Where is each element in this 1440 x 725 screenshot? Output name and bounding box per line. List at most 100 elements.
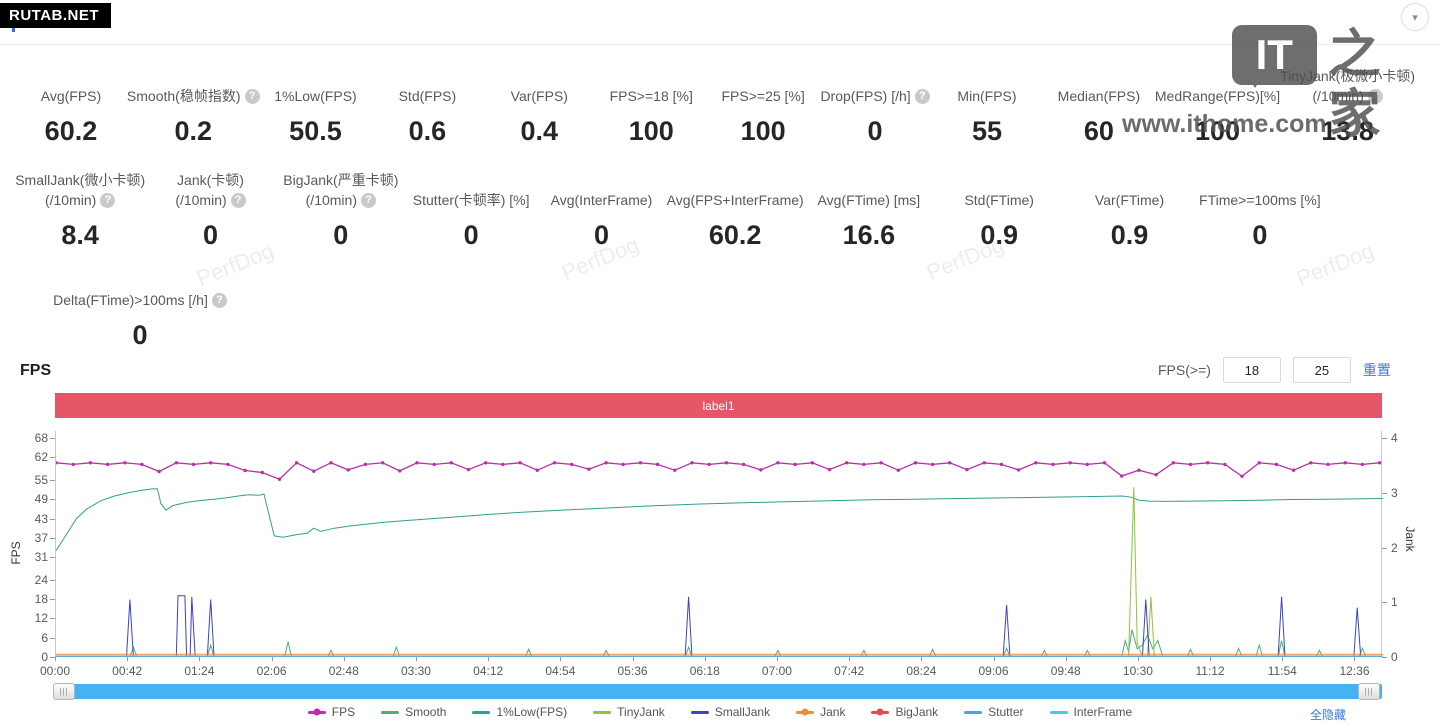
metric-label-line: Smooth(稳帧指数)? — [127, 86, 260, 106]
series-point-fps — [1377, 461, 1382, 465]
legend-marker-dot — [801, 708, 809, 716]
help-icon[interactable]: ? — [1367, 88, 1383, 104]
legend-item-stutter[interactable]: Stutter — [964, 705, 1024, 719]
y-left-tick-mark — [50, 657, 55, 658]
label1-marker-bar: label1 — [55, 393, 1382, 418]
x-tick-label: 04:12 — [473, 664, 504, 678]
x-tick-label: 04:54 — [545, 664, 576, 678]
collapse-panel-button[interactable]: ▾ — [1401, 3, 1429, 31]
metric-label: BigJank(严重卡顿) (/10min)? — [283, 168, 398, 210]
series-point-fps — [518, 461, 522, 465]
label1-text: label1 — [702, 398, 735, 413]
series-point-fps — [243, 468, 247, 473]
fps-threshold-input-1[interactable] — [1222, 357, 1281, 383]
help-icon[interactable]: ? — [244, 88, 260, 104]
metric-fps-18-%: FPS>=18 [%] 100 — [595, 64, 707, 147]
series-point-fps — [570, 462, 574, 467]
legend-item-bigjank[interactable]: BigJank — [871, 705, 938, 719]
legend-marker — [593, 710, 612, 714]
metric-label-line2: (/10min)? — [45, 190, 116, 210]
series-point-fps — [432, 462, 436, 467]
metric-value: 0.4 — [520, 116, 559, 146]
help-icon[interactable]: ? — [914, 88, 930, 104]
series-point-fps — [965, 467, 969, 472]
metric-value: 55 — [971, 116, 1003, 146]
legend-item-jank[interactable]: Jank — [796, 705, 845, 719]
metric-std-ftime: Std(FTime) 0.9 — [934, 168, 1064, 251]
y-left-tick-mark — [50, 499, 55, 501]
metric-label-line1: Avg(InterFrame) — [550, 192, 653, 208]
legend-item-tinyjank[interactable]: TinyJank — [593, 705, 665, 719]
y-left-tick-label: 37 — [34, 530, 48, 545]
legend-item-smalljank[interactable]: SmallJank — [690, 705, 770, 719]
y-left-tick-label: 6 — [41, 630, 48, 645]
chart-range-scrollbar[interactable] — [55, 684, 1382, 699]
legend-item-interframe[interactable]: InterFrame — [1049, 705, 1132, 719]
series-point-fps — [484, 461, 488, 465]
series-point-fps — [501, 462, 505, 467]
series-point-fps — [673, 468, 677, 472]
metric-label-line1: Var(FPS) — [510, 88, 568, 104]
metric-label-line: Avg(FTime) [ms] — [818, 190, 921, 210]
metric-label-line: FPS>=18 [%] — [610, 86, 693, 106]
metric-value: 0 — [463, 220, 479, 250]
series-point-fps — [604, 461, 608, 465]
series-point-fps — [707, 462, 711, 467]
fps-jank-chart[interactable] — [55, 431, 1383, 657]
y-left-tick-mark — [50, 557, 55, 559]
y-left-tick-mark — [50, 457, 55, 459]
series-line-smooth — [56, 629, 1383, 657]
metric-value: 0 — [202, 220, 218, 250]
legend-marker — [472, 710, 491, 714]
series-point-fps — [793, 462, 797, 467]
metric-label-line: Min(FPS) — [957, 86, 1016, 106]
chevron-down-icon: ▾ — [1412, 11, 1418, 24]
series-point-fps — [913, 461, 918, 465]
legend-item-fps[interactable]: FPS — [307, 705, 355, 719]
header-divider — [0, 44, 1440, 45]
metric-label-line: Drop(FPS) [/h]? — [820, 86, 930, 106]
legend-label: TinyJank — [617, 705, 665, 719]
metric-label-line1: MedRange(FPS)[%] — [1154, 88, 1281, 104]
help-icon[interactable]: ? — [100, 192, 116, 208]
legend-marker — [307, 708, 326, 716]
legend-marker — [690, 710, 709, 714]
series-line-fps — [56, 462, 1380, 480]
legend-item-1%low-fps[interactable]: 1%Low(FPS) — [472, 705, 567, 719]
metric-label-line: Median(FPS) — [1058, 86, 1140, 106]
reset-link[interactable]: 重置 — [1362, 362, 1391, 378]
help-icon[interactable]: ? — [361, 192, 376, 208]
metrics-row-2: SmallJank(微小卡顿) (/10min)? 8.4 Jank(卡顿) (/10m… — [15, 168, 1325, 251]
metric-label-line2: (/10min)? — [175, 190, 246, 210]
metric-label: 1%Low(FPS) — [274, 64, 356, 106]
ithome-logo: IT 之家 — [1232, 25, 1440, 145]
series-point-fps — [827, 467, 832, 472]
y-left-tick-label: 18 — [34, 592, 48, 607]
legend-item-smooth[interactable]: Smooth — [381, 705, 446, 719]
series-point-fps — [1034, 461, 1038, 465]
legend-marker-dot — [313, 708, 321, 716]
y-right-tick-mark — [1382, 602, 1387, 604]
metric-value: 100 — [628, 116, 674, 146]
help-icon[interactable]: ? — [230, 192, 246, 208]
series-point-fps — [1154, 473, 1158, 477]
metric-label-line1: Avg(FPS) — [40, 88, 102, 104]
y-left-tick-label: 62 — [34, 450, 48, 465]
x-tick-label: 01:24 — [184, 664, 215, 678]
metric-bigjank: BigJank(严重卡顿) (/10min)? 0 — [276, 168, 406, 251]
series-point-fps — [1085, 462, 1090, 467]
series-point-fps — [638, 461, 643, 465]
y-left-tick-mark — [50, 599, 55, 601]
y-right-tick-label: 2 — [1391, 540, 1398, 555]
metric-smalljank: SmallJank(微小卡顿) (/10min)? 8.4 — [15, 168, 145, 251]
y-right-tick-label: 4 — [1391, 431, 1398, 445]
hide-all-link[interactable]: 全隐藏 — [1310, 708, 1347, 722]
series-line-tinyjank — [56, 487, 1383, 657]
fps-threshold-input-2[interactable] — [1292, 357, 1351, 383]
scrollbar-right-handle[interactable]: ||| — [1358, 683, 1380, 700]
scrollbar-left-handle[interactable]: ||| — [53, 683, 75, 700]
help-icon[interactable]: ? — [211, 292, 227, 308]
metric-label: Median(FPS) — [1058, 64, 1140, 106]
metric-delta-ftime-100ms-h: Delta(FTime)>100ms [/h]? 0 — [15, 268, 265, 351]
x-tick-mark — [271, 657, 273, 661]
